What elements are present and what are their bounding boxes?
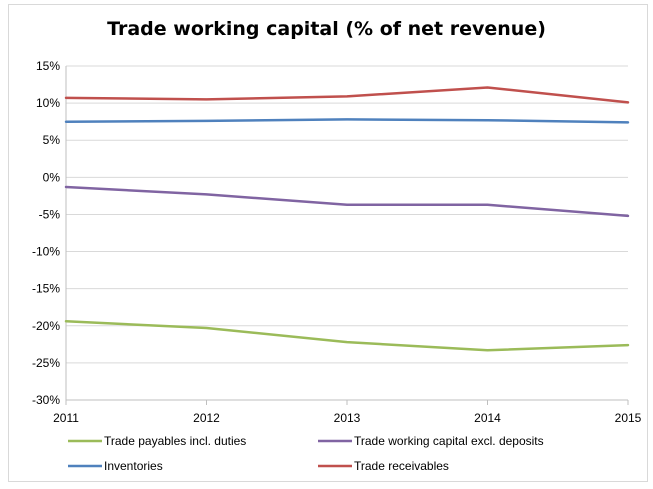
chart-frame [8, 4, 648, 482]
y-tick-label: -30% [32, 393, 60, 407]
y-tick-label: -5% [39, 207, 61, 221]
series-group [64, 86, 630, 352]
y-tick-label: 15% [36, 59, 60, 73]
legend-label: Inventories [104, 459, 163, 473]
y-tick-label: -20% [32, 319, 60, 333]
y-axis: 15% 10% 5% 0% -5% -10% -15% -20% -25% -30% [32, 59, 60, 407]
chart-title: Trade working capital (% of net revenue) [107, 18, 546, 40]
x-axis: 2011 2012 2013 2014 2015 [53, 400, 642, 425]
y-tick-label: 0% [43, 170, 61, 184]
y-tick-label: 10% [36, 96, 60, 110]
legend-item-trade-receivables: Trade receivables [318, 459, 449, 473]
legend-item-inventories: Inventories [68, 459, 163, 473]
x-tick-label: 2014 [474, 411, 501, 425]
legend-label: Trade receivables [354, 459, 449, 473]
series-line-trade-receivables [64, 86, 630, 104]
series-line-inventories [64, 118, 630, 124]
legend-label: Trade payables incl. duties [104, 434, 246, 448]
y-tick-label: -25% [32, 356, 60, 370]
x-tick-label: 2013 [334, 411, 361, 425]
legend-label: Trade working capital excl. deposits [354, 434, 544, 448]
gridlines [66, 65, 628, 401]
x-tick-label: 2011 [53, 411, 79, 425]
legend-item-trade-payables-incl-duties: Trade payables incl. duties [68, 434, 246, 448]
x-tick-label: 2012 [193, 411, 220, 425]
legend-item-trade-working-capital-excl-deposits: Trade working capital excl. deposits [318, 434, 544, 448]
y-tick-label: -15% [32, 282, 60, 296]
series-line-trade-payables-incl-duties [64, 320, 630, 352]
x-tick-label: 2015 [615, 411, 642, 425]
y-tick-label: 5% [43, 133, 61, 147]
y-tick-label: -10% [32, 245, 60, 259]
series-line-trade-working-capital-excl-deposits [64, 185, 630, 218]
legend: Trade payables incl. duties Trade working… [68, 434, 544, 473]
